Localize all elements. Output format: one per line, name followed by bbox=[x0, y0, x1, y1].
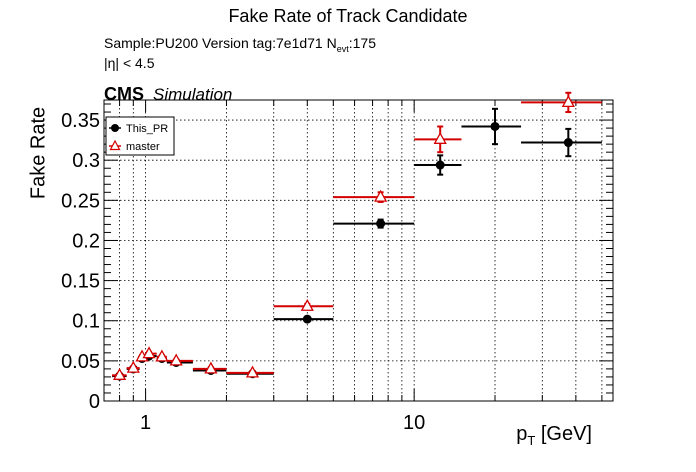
data-point bbox=[563, 138, 573, 148]
y-tick-label: 0.1 bbox=[72, 311, 100, 333]
legend-label: This_PR bbox=[126, 123, 168, 135]
plot-frame bbox=[103, 99, 614, 402]
x-tick-label: 1 bbox=[140, 412, 151, 434]
data-point bbox=[435, 160, 445, 170]
legend-label: master bbox=[126, 141, 160, 153]
plot-border bbox=[103, 99, 614, 402]
y-tick-label: 0.05 bbox=[61, 351, 100, 373]
data-point bbox=[126, 360, 140, 373]
legend-marker bbox=[109, 139, 121, 151]
data-point bbox=[155, 349, 169, 362]
cms-label-sub: Simulation bbox=[153, 85, 233, 104]
x-axis-label: pT [GeV] bbox=[516, 423, 592, 448]
eta-cut: |η| < 4.5 bbox=[104, 55, 155, 71]
cms-label-main: CMS bbox=[104, 84, 144, 104]
y-tick-label: 0.35 bbox=[61, 110, 100, 132]
data-point bbox=[433, 131, 447, 144]
y-tick-label: 0.2 bbox=[72, 230, 100, 252]
data-point bbox=[142, 346, 156, 359]
x-axis-label-p: p bbox=[516, 423, 528, 445]
series-master bbox=[112, 91, 602, 380]
legend-marker bbox=[111, 124, 119, 132]
data-point bbox=[376, 219, 386, 229]
chart-title: Fake Rate of Track Candidate bbox=[228, 6, 468, 26]
data-point bbox=[204, 361, 218, 374]
data-point bbox=[300, 298, 314, 311]
data-point bbox=[302, 314, 312, 324]
data-point bbox=[490, 121, 500, 131]
x-axis-label-unit: [GeV] bbox=[535, 423, 592, 445]
data-point bbox=[374, 189, 388, 202]
sample-info-sub: evt bbox=[336, 43, 349, 54]
data-point bbox=[561, 95, 575, 108]
data-point bbox=[245, 365, 260, 378]
data-point bbox=[169, 353, 183, 366]
series-This_PR bbox=[112, 107, 602, 381]
axis-ticks: 1 10 0 0.05 0.1 0.15 0.2 0.25 0.3 0.35 bbox=[61, 100, 613, 434]
cms-label: CMS Simulation bbox=[104, 84, 232, 105]
grid bbox=[103, 100, 613, 401]
y-axis-label: Fake Rate bbox=[27, 106, 50, 200]
sample-info-count: :175 bbox=[348, 35, 376, 51]
y-tick-label: 0.3 bbox=[72, 150, 100, 172]
sample-info-text: Sample:PU200 Version tag:7e1d71 N bbox=[104, 35, 337, 51]
y-tick-label: 0.15 bbox=[61, 271, 100, 293]
x-tick-label: 10 bbox=[403, 412, 425, 434]
sample-info: Sample:PU200 Version tag:7e1d71 Nevt:175 bbox=[104, 35, 376, 54]
data-series bbox=[112, 91, 602, 381]
x-axis-label-sub: T bbox=[527, 433, 536, 448]
y-tick-label: 0.25 bbox=[61, 190, 100, 212]
data-point bbox=[112, 367, 127, 380]
y-tick-label: 0 bbox=[89, 391, 100, 413]
